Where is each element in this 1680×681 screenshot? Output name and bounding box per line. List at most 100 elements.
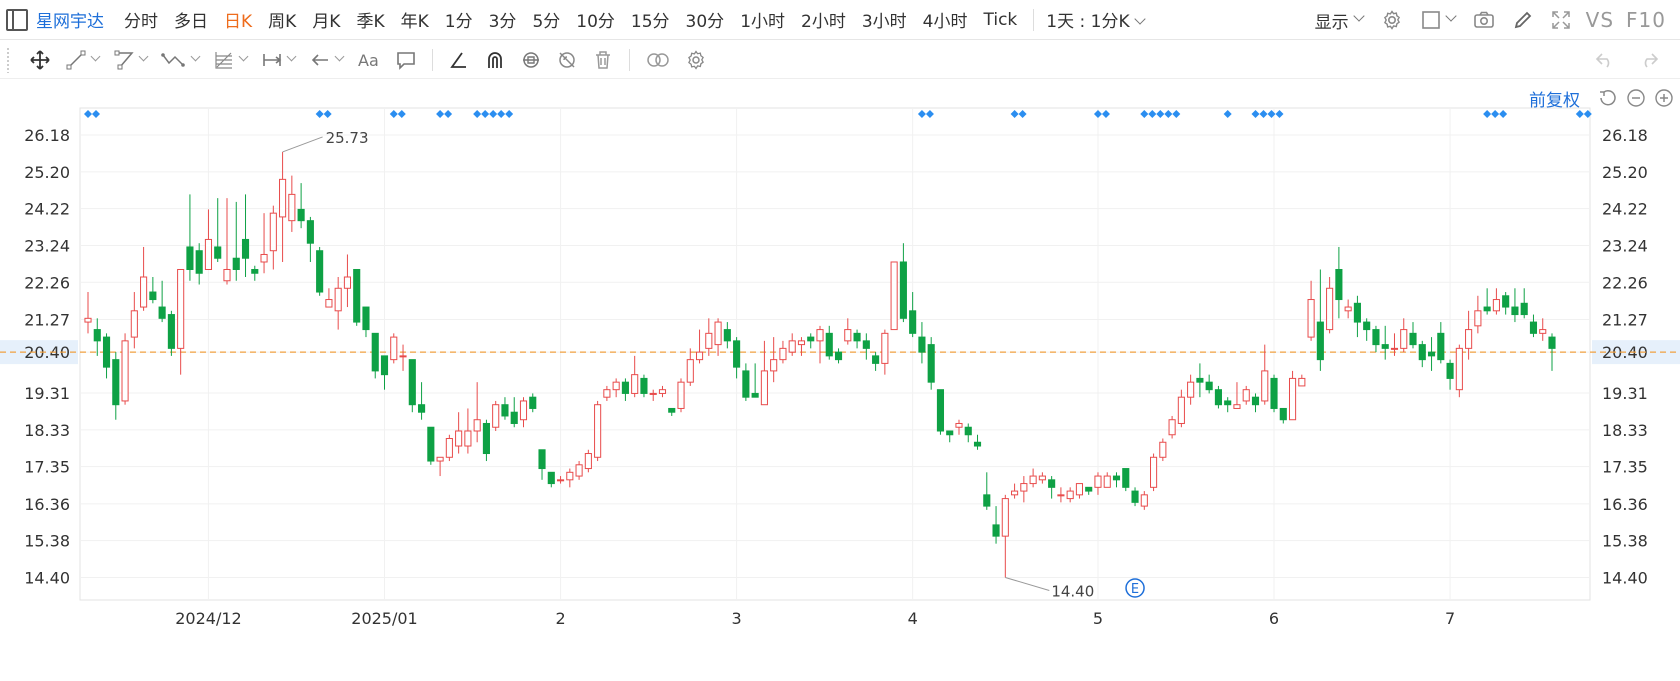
display-dropdown[interactable]: 显示	[1315, 8, 1365, 33]
pencil-icon[interactable]	[1513, 10, 1533, 30]
stock-name[interactable]: 星网宇达	[36, 12, 104, 32]
period-tab[interactable]: 多日	[174, 12, 208, 32]
candle-body	[909, 310, 917, 334]
redo-icon[interactable]	[1638, 50, 1660, 74]
period-tab[interactable]: 季K	[356, 12, 385, 32]
candle	[1066, 487, 1074, 503]
candle-body	[1418, 344, 1426, 361]
sidebar-toggle-icon[interactable]	[6, 8, 28, 31]
fullscreen-icon[interactable]	[1551, 10, 1571, 30]
period-tab[interactable]: 5分	[532, 12, 561, 32]
candle	[751, 363, 759, 398]
vs-button[interactable]: VS	[1585, 8, 1615, 32]
settings-icon[interactable]	[1381, 9, 1403, 31]
arrow-icon[interactable]	[309, 49, 345, 71]
draw-settings-icon[interactable]	[685, 49, 707, 71]
move-icon[interactable]	[29, 49, 51, 71]
undo-icon[interactable]	[1594, 50, 1616, 74]
f10-button[interactable]: F10	[1626, 8, 1666, 32]
candle-body	[436, 456, 444, 462]
wave-icon[interactable]	[161, 49, 201, 71]
reset-icon[interactable]	[1598, 88, 1618, 112]
candle-body	[816, 329, 824, 342]
candle	[1455, 344, 1463, 398]
candle	[1548, 333, 1556, 371]
candle	[390, 333, 398, 364]
divider	[1033, 8, 1035, 31]
candle-body	[1261, 370, 1269, 402]
candle-body	[714, 321, 722, 346]
multi-period-select[interactable]: 1天 : 1分K	[1046, 7, 1146, 32]
period-tab[interactable]: 15分	[630, 12, 670, 32]
period-tab[interactable]: 月K	[312, 12, 341, 32]
text-icon[interactable]: Aa	[357, 49, 381, 71]
period-tab[interactable]: 3分	[488, 12, 517, 32]
eye-off-icon[interactable]	[556, 49, 578, 71]
angle-icon[interactable]	[448, 49, 470, 71]
channel-icon[interactable]	[113, 49, 149, 71]
y-tick-label: 19.31	[24, 384, 70, 403]
y-tick-label: 21.27	[24, 310, 70, 329]
candle-body	[668, 407, 676, 413]
y-tick-label: 24.22	[24, 200, 70, 219]
period-tab[interactable]: 1分	[444, 12, 473, 32]
line-icon[interactable]	[65, 49, 101, 71]
candle-body	[473, 419, 481, 432]
candle	[1390, 333, 1399, 356]
candle	[1085, 486, 1093, 495]
y-tick-label: 20.40	[24, 343, 70, 362]
candle	[1029, 468, 1037, 488]
candle-body	[362, 306, 370, 331]
period-tab[interactable]: 10分	[576, 12, 615, 32]
camera-icon[interactable]	[1473, 10, 1495, 30]
period-tab[interactable]: 30分	[685, 12, 725, 32]
period-tab[interactable]: 2小时	[801, 12, 846, 32]
zoom-in-icon[interactable]	[1654, 88, 1674, 112]
y-tick-label: 16.36	[1602, 495, 1648, 514]
candle	[1529, 314, 1538, 338]
y-tick-label: 18.33	[1602, 421, 1648, 440]
candle	[816, 325, 824, 364]
period-tab[interactable]: Tick	[983, 9, 1018, 30]
period-tab[interactable]: 4小时	[922, 12, 968, 32]
period-tab[interactable]: 日K	[224, 12, 253, 32]
measure-icon[interactable]	[261, 49, 297, 71]
period-tab[interactable]: 1小时	[740, 12, 786, 32]
candle-body	[223, 268, 231, 282]
fib-icon[interactable]	[213, 49, 249, 71]
candle-body	[1409, 332, 1417, 346]
period-tab[interactable]: 周K	[268, 12, 297, 32]
candle	[584, 449, 592, 473]
candle-body	[603, 389, 611, 398]
candle-body	[834, 351, 843, 361]
magnet-icon[interactable]	[484, 49, 506, 71]
y-tick-label: 25.20	[24, 163, 70, 182]
lock-icon[interactable]	[520, 49, 542, 71]
candle-body	[1400, 329, 1408, 349]
candle	[594, 400, 602, 462]
period-tab[interactable]: 年K	[400, 12, 429, 32]
candlestick-chart[interactable]: 26.18 26.18 25.20 25.20 24.22 24.22 23.24 23.24…	[0, 80, 1680, 681]
candle-body	[1492, 299, 1500, 312]
zoom-out-icon[interactable]	[1626, 88, 1646, 112]
comment-icon[interactable]	[395, 49, 417, 71]
candle-body	[1112, 475, 1121, 481]
event-marker-label: E	[1131, 582, 1139, 597]
y-tick-label: 15.38	[24, 532, 70, 551]
period-tab[interactable]: 分时	[124, 12, 158, 32]
candle	[1353, 295, 1361, 338]
candle	[556, 476, 565, 484]
candle	[1150, 453, 1158, 492]
candle	[733, 337, 741, 379]
candle	[1094, 472, 1102, 495]
candle-body	[519, 400, 528, 421]
drag-handle[interactable]	[6, 46, 10, 73]
candle-body	[742, 370, 750, 398]
trash-icon[interactable]	[592, 49, 614, 71]
visibility-icon[interactable]	[645, 49, 671, 71]
period-tab[interactable]: 3小时	[861, 12, 907, 32]
adjust-mode-button[interactable]: 前复权	[1529, 91, 1580, 111]
layout-icon[interactable]	[1421, 10, 1457, 30]
candle-body	[1075, 483, 1084, 496]
candle	[1520, 288, 1528, 319]
